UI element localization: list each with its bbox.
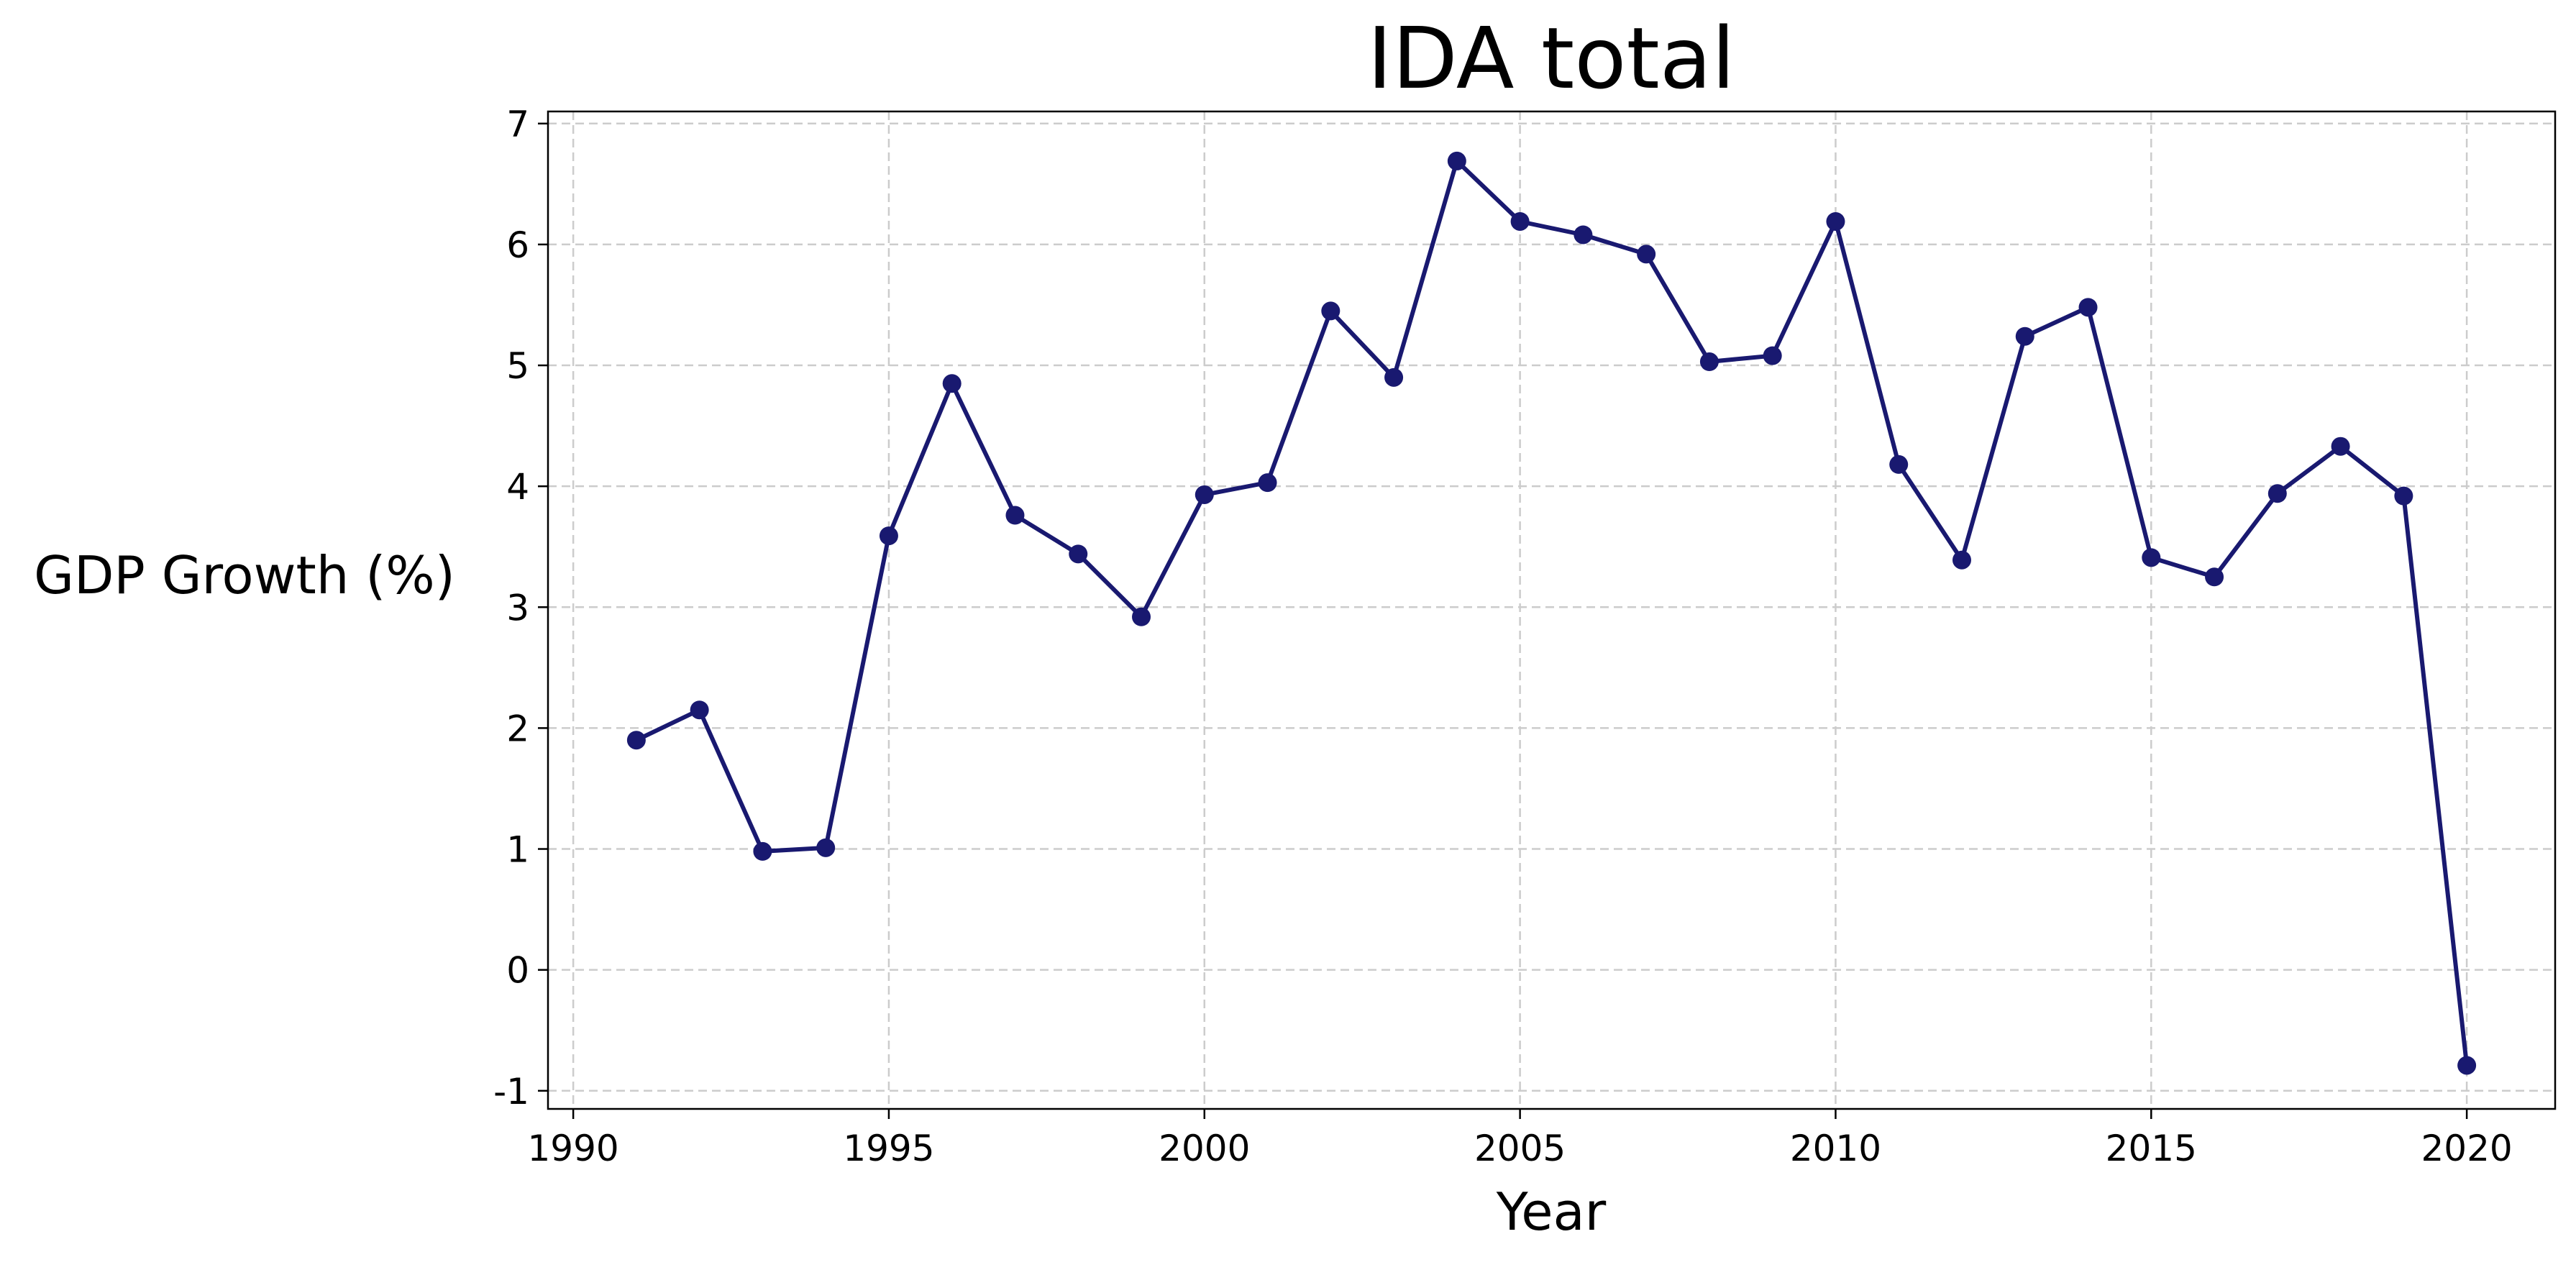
y-tick-label: 1 [506, 829, 529, 871]
x-axis-title: Year [1496, 1182, 1607, 1242]
data-point [2331, 437, 2350, 456]
x-tick-label: 1995 [843, 1128, 934, 1169]
data-point [1637, 245, 1656, 264]
data-point [2394, 486, 2413, 506]
data-point [2078, 298, 2098, 317]
data-point [1447, 151, 1466, 170]
x-tick-label: 2015 [2106, 1128, 2197, 1169]
y-tick-label: 2 [506, 708, 529, 749]
data-point [942, 374, 962, 393]
data-point [2142, 548, 2161, 567]
data-point [816, 838, 836, 857]
data-point [1132, 607, 1151, 626]
x-tick-label: 2010 [1790, 1128, 1881, 1169]
data-point [1005, 506, 1025, 525]
data-point [2457, 1056, 2477, 1075]
x-tick-label: 2020 [2421, 1128, 2513, 1169]
data-point [2015, 326, 2034, 346]
data-point [1195, 485, 1214, 504]
y-tick-label: -1 [493, 1071, 529, 1113]
series-layer [626, 151, 2477, 1075]
data-point [1826, 211, 1845, 231]
plot-area-frame [547, 110, 2557, 1110]
data-point [1699, 352, 1719, 372]
series-line [635, 158, 2470, 1066]
data-point [1952, 550, 1971, 570]
x-tick-label: 2005 [1474, 1128, 1566, 1169]
y-axis-title: GDP Growth (%) [34, 545, 455, 606]
data-point [626, 731, 646, 750]
data-point [1889, 454, 1909, 474]
y-tick-label: 0 [506, 950, 529, 992]
y-tick-label: 4 [506, 466, 529, 508]
data-point [1384, 367, 1404, 387]
data-point [1321, 301, 1340, 321]
chart-title: IDA total [1367, 9, 1735, 108]
data-point [753, 841, 772, 861]
y-tick-label: 3 [506, 587, 529, 629]
data-point [2205, 567, 2224, 587]
tick-layer: 1990 1995 2000 2005 2010 2015 2020 -1 0 1 2 3 4 5 6 7 [493, 104, 2513, 1169]
data-point [2267, 484, 2287, 503]
data-point [690, 700, 709, 720]
grid-layer [548, 111, 2555, 1109]
data-point [879, 526, 898, 546]
data-point [1763, 346, 1782, 365]
data-point [1510, 211, 1530, 231]
y-tick-label: 7 [506, 104, 529, 145]
y-tick-label: 6 [506, 224, 529, 266]
x-tick-label: 2000 [1159, 1128, 1250, 1169]
data-point [1574, 225, 1593, 245]
data-point [1258, 473, 1277, 493]
x-tick-label: 1990 [527, 1128, 618, 1169]
y-tick-label: 5 [506, 345, 529, 387]
data-point [1069, 544, 1088, 564]
